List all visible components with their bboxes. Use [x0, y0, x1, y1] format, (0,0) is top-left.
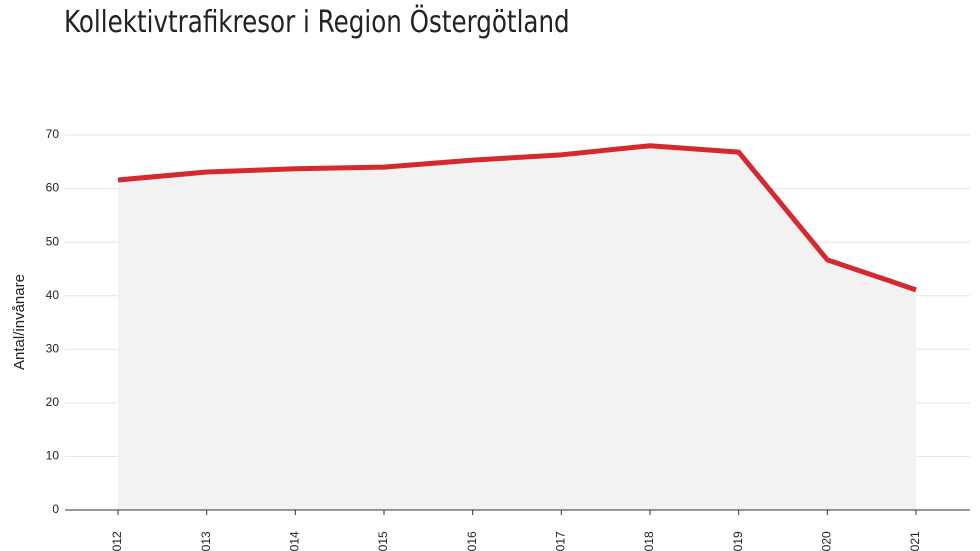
y-tick-label: 30 — [46, 341, 60, 355]
y-tick-label: 70 — [46, 127, 60, 141]
y-tick-label: 50 — [46, 234, 60, 248]
x-tick-label: 2014 — [288, 531, 302, 551]
y-tick-label: 40 — [46, 288, 60, 302]
x-tick-label: 2016 — [465, 531, 479, 551]
x-tick-label: 2013 — [199, 531, 213, 551]
x-tick-label: 2018 — [642, 531, 656, 551]
y-tick-label: 60 — [46, 181, 60, 195]
x-tick-label: 2021 — [908, 531, 922, 551]
y-tick-label: 10 — [46, 449, 60, 463]
x-tick-label: 2015 — [376, 531, 390, 551]
y-tick-label: 0 — [52, 502, 59, 516]
x-tick-label: 2019 — [731, 531, 745, 551]
x-tick-label: 2017 — [554, 531, 568, 551]
y-tick-label: 20 — [46, 395, 60, 409]
line — [117, 143, 917, 293]
area — [118, 145, 916, 510]
x-tick-label: 2020 — [820, 531, 834, 551]
chart-title: Kollektivtrafikresor i Region Östergötla… — [64, 5, 570, 40]
y-axis-label: Antal/invånare — [11, 274, 28, 370]
x-tick-label: 2012 — [110, 531, 124, 551]
